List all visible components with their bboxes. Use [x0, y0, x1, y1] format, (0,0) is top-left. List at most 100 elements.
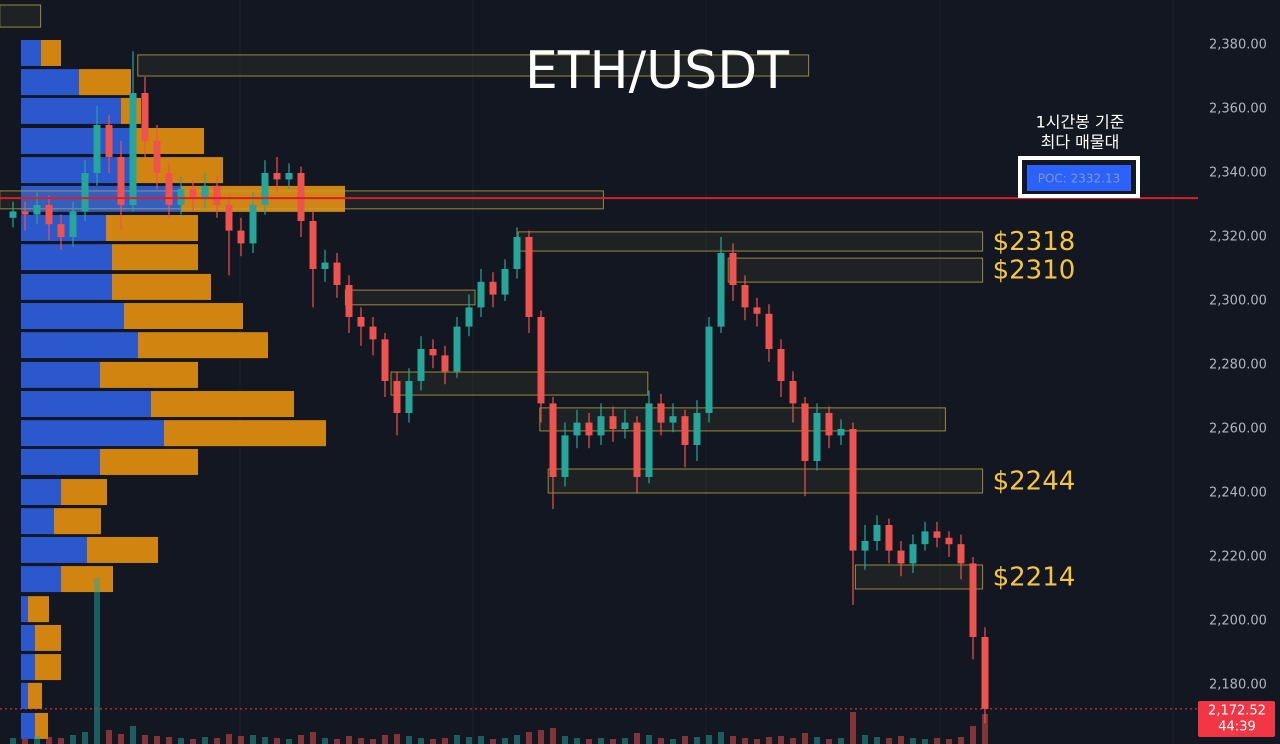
price-tag	[1198, 701, 1275, 737]
volume-bar	[538, 730, 544, 744]
profile-buy	[21, 69, 79, 96]
volume-bar	[610, 739, 616, 744]
zone	[727, 257, 984, 283]
candle-body	[633, 422, 641, 477]
profile-sell	[28, 682, 42, 709]
profile-buy	[21, 273, 112, 300]
volume-profile	[21, 39, 345, 739]
annotation: 1시간봉 기준	[1036, 113, 1125, 132]
profile-sell	[100, 448, 198, 475]
candle-body	[597, 416, 605, 436]
volume-bar	[634, 733, 640, 744]
countdown: 44:39	[1218, 720, 1255, 735]
y-tick-label: 2,220.00	[1209, 549, 1267, 564]
profile-buy	[21, 420, 164, 447]
volume-bar	[478, 736, 484, 744]
profile-sell	[35, 654, 61, 681]
candle-body	[297, 172, 305, 221]
volume-bar	[706, 735, 712, 744]
volume-bar	[118, 734, 124, 744]
profile-buy	[21, 479, 61, 506]
candle-body	[45, 204, 53, 225]
y-tick-label: 2,320.00	[1209, 229, 1267, 244]
poc-frame	[1018, 156, 1140, 198]
candles	[9, 51, 989, 724]
candle-body	[921, 531, 929, 545]
volume-bar	[694, 737, 700, 744]
profile-sell	[136, 157, 223, 184]
y-tick-label: 2,260.00	[1209, 421, 1267, 436]
volume-bar	[466, 737, 472, 744]
profile-sell	[61, 479, 107, 506]
candle-body	[645, 403, 653, 477]
y-tick-label: 2,200.00	[1209, 613, 1267, 628]
volume-bar	[310, 732, 316, 744]
candle-body	[741, 284, 749, 308]
volume-bar	[82, 732, 88, 744]
candle-body	[753, 307, 761, 314]
profile-buy	[21, 508, 54, 535]
volume-bar	[886, 738, 892, 744]
chart-title: ETH/USDT	[525, 41, 789, 101]
candle-body	[249, 204, 257, 244]
candle-body	[669, 416, 677, 423]
candle-body	[729, 252, 737, 285]
candle-body	[489, 281, 497, 295]
profile-sell	[28, 596, 49, 623]
volume-bar	[346, 736, 352, 744]
volume-bar	[862, 735, 868, 744]
volume-bar	[814, 737, 820, 744]
candle-body	[309, 220, 317, 269]
volume-bar	[322, 738, 328, 744]
volume-bar	[406, 736, 412, 744]
zone-label: $2310	[993, 256, 1076, 286]
profile-sell	[106, 215, 198, 242]
volume-bar	[586, 739, 592, 744]
y-tick-label: 2,240.00	[1209, 485, 1267, 500]
volume-bar	[550, 728, 556, 744]
volume-bar	[490, 739, 496, 744]
candle-body	[789, 380, 797, 404]
candle-body	[477, 281, 485, 308]
candle-body	[93, 124, 101, 173]
candle-body	[129, 92, 137, 205]
volume-bar	[358, 738, 364, 744]
overlay: 2,180.00 2,200.00 2,220.00 2,240.00 2,260.00…	[0, 37, 1267, 710]
volume-bar	[394, 734, 400, 744]
candle-body	[513, 236, 521, 269]
candle-body	[165, 172, 173, 205]
candle-body	[585, 422, 593, 436]
candle-body	[453, 326, 461, 372]
volume-bar	[646, 735, 652, 744]
volume-bar	[598, 738, 604, 744]
y-tick-label: 2,340.00	[1209, 165, 1267, 180]
profile-buy	[21, 624, 35, 651]
candle-body	[357, 316, 365, 327]
candle-body	[705, 326, 713, 413]
zone	[344, 289, 476, 306]
zone-label: $2318	[993, 227, 1076, 257]
profile-sell	[100, 361, 198, 388]
volume-bar	[526, 732, 532, 744]
candle-body	[57, 224, 65, 237]
volume-bar	[274, 738, 280, 744]
candle-body	[237, 230, 245, 244]
y-tick-label: 2,380.00	[1209, 37, 1267, 52]
candle-body	[273, 172, 281, 180]
candle-body	[609, 416, 617, 429]
volume-bar	[898, 736, 904, 744]
volume-bar	[94, 578, 100, 744]
profile-buy	[21, 303, 124, 330]
candle-body	[693, 412, 701, 445]
profile-buy	[21, 39, 41, 66]
candle-body	[225, 204, 233, 231]
volume-bar	[250, 735, 256, 744]
profile-buy	[21, 682, 28, 709]
candle-body	[9, 211, 17, 218]
candle-body	[261, 172, 269, 205]
volume-bar	[562, 736, 568, 744]
candle-body	[441, 355, 449, 372]
volume-bar	[982, 714, 988, 744]
candle-body	[897, 550, 905, 564]
profile-sell	[124, 303, 243, 330]
